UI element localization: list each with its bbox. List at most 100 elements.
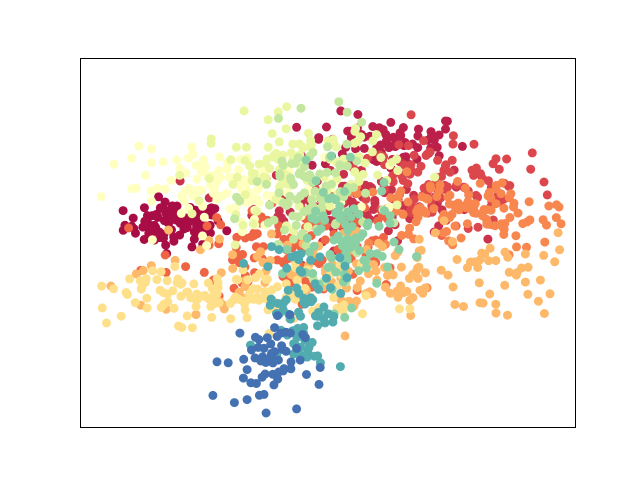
scatter-point [406, 160, 416, 170]
scatter-point [283, 285, 293, 295]
scatter-point [341, 239, 351, 249]
scatter-point [315, 169, 325, 179]
scatter-point [313, 321, 322, 331]
scatter-point [294, 307, 304, 317]
scatter-point [335, 362, 345, 372]
scatter-point [242, 365, 252, 375]
scatter-point [302, 370, 311, 379]
scatter-point [542, 190, 552, 200]
scatter-point [228, 264, 238, 273]
scatter-point [372, 278, 382, 288]
scatter-point [131, 269, 141, 279]
scatter-point [331, 195, 341, 205]
scatter-point [357, 117, 367, 127]
scatter-point [247, 345, 256, 355]
scatter-point [238, 249, 248, 259]
scatter-point [206, 301, 216, 311]
scatter-point [274, 113, 283, 123]
scatter-point [231, 292, 240, 302]
scatter-point [342, 273, 352, 283]
scatter-point [172, 155, 182, 165]
scatter-point [441, 124, 450, 134]
scatter-point [385, 211, 395, 221]
scatter-point [139, 203, 149, 213]
scatter-point [131, 183, 141, 193]
scatter-point [385, 288, 395, 298]
scatter-point [539, 309, 549, 318]
scatter-point [225, 204, 235, 214]
scatter-point [343, 207, 353, 217]
scatter-point [339, 169, 349, 179]
scatter-point [342, 139, 352, 149]
scatter-point [426, 184, 436, 193]
scatter-point [230, 240, 240, 250]
scatter-point [340, 187, 349, 196]
scatter-point [504, 267, 514, 277]
scatter-point [131, 228, 140, 238]
scatter-point [299, 293, 309, 303]
scatter-point [121, 288, 131, 298]
scatter-point [433, 155, 443, 165]
scatter-point [143, 211, 152, 221]
scatter-point [394, 140, 404, 150]
scatter-point [156, 267, 166, 277]
scatter-point [246, 378, 256, 388]
scatter-point [517, 263, 527, 273]
scatter-point [202, 241, 212, 251]
scatter-point [301, 277, 311, 287]
scatter-point [141, 221, 151, 231]
scatter-point [125, 274, 135, 284]
scatter-point [538, 215, 548, 225]
scatter-point [379, 177, 389, 187]
scatter-point [554, 202, 564, 212]
scatter-point [539, 250, 549, 260]
scatter-point [419, 136, 429, 146]
scatter-point [351, 233, 361, 243]
scatter-point [304, 128, 313, 138]
scatter-point [473, 263, 483, 272]
scatter-point [278, 257, 288, 267]
scatter-point [212, 357, 222, 367]
scatter-point [252, 252, 262, 261]
scatter-point [261, 158, 270, 168]
scatter-point [368, 136, 378, 146]
scatter-point [289, 180, 298, 189]
scatter-point [163, 289, 173, 299]
scatter-point [189, 279, 199, 289]
scatter-point [262, 274, 272, 284]
scatter-point [500, 280, 510, 290]
scatter-point [429, 204, 439, 214]
scatter-point [267, 129, 277, 139]
scatter-point [342, 253, 352, 262]
scatter-point [328, 317, 338, 327]
scatter-point [451, 204, 461, 214]
scatter-point [295, 168, 305, 178]
scatter-point [350, 126, 360, 136]
scatter-point [520, 249, 530, 259]
scatter-point [141, 274, 151, 284]
scatter-point [134, 141, 144, 151]
scatter-point [340, 261, 350, 271]
scatter-point [376, 153, 386, 162]
scatter-point [503, 310, 512, 320]
scatter-point [494, 164, 504, 174]
scatter-point [491, 308, 501, 318]
scatter-point [359, 143, 369, 153]
scatter-point [485, 243, 495, 253]
scatter-point [380, 282, 390, 292]
scatter-point [238, 265, 248, 275]
scatter-point [462, 263, 472, 273]
scatter-point [384, 143, 394, 153]
scatter-point [245, 161, 255, 171]
scatter-point [319, 302, 329, 312]
scatter-point [474, 278, 484, 288]
scatter-point [355, 246, 364, 255]
scatter-point [323, 142, 332, 152]
scatter-point [97, 303, 107, 313]
scatter-point [374, 221, 384, 231]
scatter-point [397, 230, 407, 240]
scatter-point [453, 176, 463, 186]
scatter-point [141, 170, 151, 180]
scatter-point [199, 267, 209, 277]
scatter-point [471, 190, 481, 200]
